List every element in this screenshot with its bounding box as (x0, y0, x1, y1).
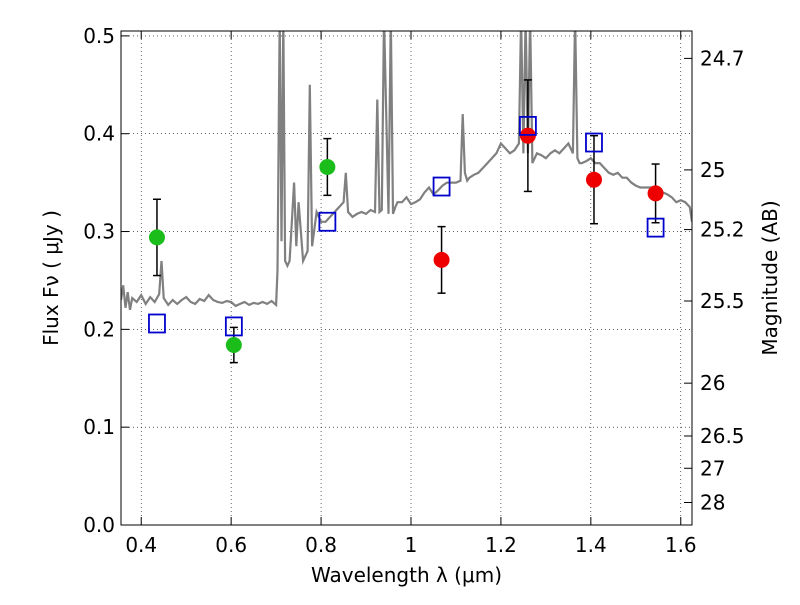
model-box-marker (318, 211, 337, 232)
red-data-point (585, 171, 602, 188)
red-data-point (647, 185, 664, 202)
y-tick-label: 0.4 (83, 122, 115, 146)
points-layer (148, 115, 665, 354)
y-tick-label: 0.2 (83, 317, 115, 341)
right-tick-label: 25.2 (700, 218, 745, 242)
red-data-point (433, 251, 450, 268)
tick-label-layer: 0.4 0.6 0.8 1 1.2 1.4 1.6 0.0 0.1 0.2 0.3 0.4 0.5 24.… (83, 24, 744, 557)
y-tick-label: 0.0 (83, 513, 115, 537)
model-box-marker (585, 132, 603, 153)
x-tick-label: 0.4 (125, 533, 157, 557)
y-tick-label: 0.1 (83, 415, 115, 439)
x-tick-label: 1.6 (665, 533, 697, 557)
plot-frame (120, 30, 693, 526)
x-tick-label: 1.4 (575, 533, 607, 557)
x-tick-label: 0.6 (215, 533, 247, 557)
x-axis-label: Wavelength λ (μm) (311, 563, 502, 587)
green-data-point (225, 337, 242, 354)
tick-layer (121, 31, 692, 526)
right-tick-label: 25.5 (700, 289, 745, 313)
x-tick-label: 0.8 (305, 533, 337, 557)
right-tick-label: 24.7 (700, 46, 745, 70)
right-tick-label: 27 (700, 456, 725, 480)
x-tick-label: 1.2 (485, 533, 517, 557)
model-box-marker (646, 217, 665, 238)
spectrum-line (121, 31, 692, 311)
y-axis-label: Flux Fν ( μJy ) (39, 210, 63, 346)
green-data-point (148, 229, 165, 246)
right-tick-label: 28 (700, 491, 725, 515)
right-tick-label: 26 (700, 371, 725, 395)
green-data-point (319, 158, 336, 175)
model-box-marker (148, 313, 166, 334)
model-box-marker (432, 176, 451, 197)
right-tick-label: 25 (700, 158, 725, 182)
model-box-marker (224, 316, 243, 337)
y-tick-label: 0.5 (83, 24, 115, 48)
grid-lines (121, 31, 692, 526)
x-tick-label: 1 (405, 533, 418, 557)
errorbar-layer (152, 79, 660, 364)
right-axis-label: Magnitude (AB) (758, 200, 782, 355)
right-tick-label: 26.5 (700, 424, 745, 448)
spectrum-layer (121, 31, 692, 311)
model-box-marker (518, 115, 537, 136)
y-tick-label: 0.3 (83, 220, 115, 244)
